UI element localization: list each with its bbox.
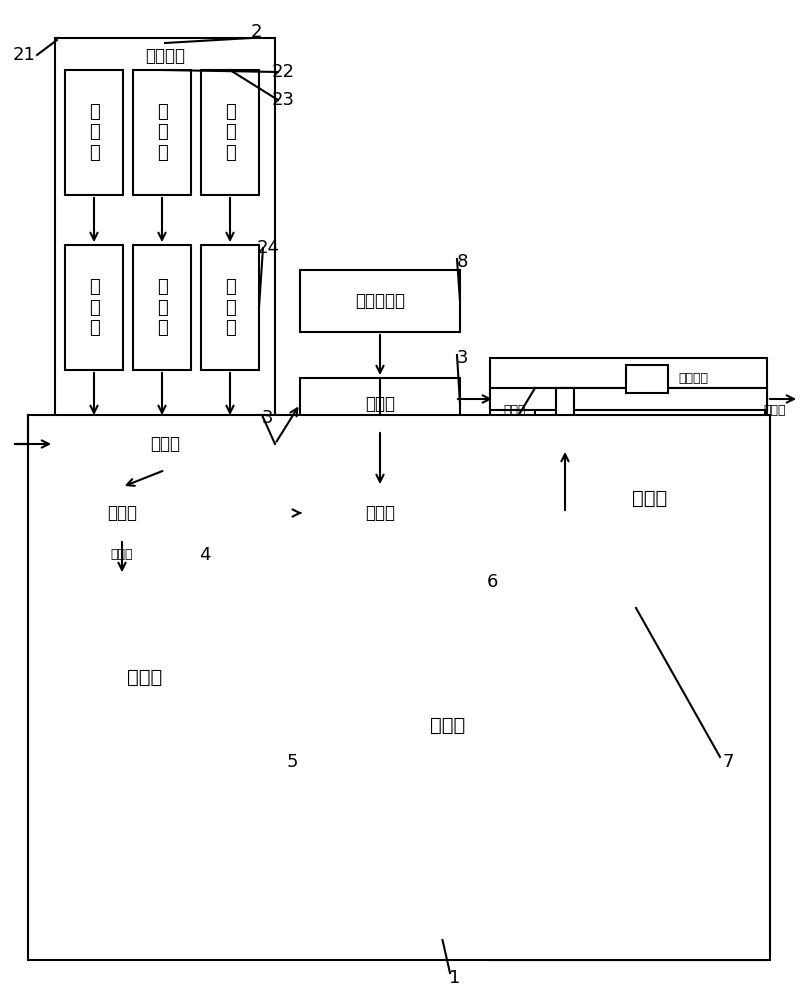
- Bar: [133, 245, 191, 370]
- Bar: [626, 365, 668, 393]
- Text: 1: 1: [449, 969, 460, 987]
- Bar: [556, 388, 574, 450]
- Text: 6: 6: [486, 573, 498, 591]
- Text: 24: 24: [257, 239, 280, 257]
- Bar: [133, 70, 191, 195]
- Text: 进气口: 进气口: [504, 403, 526, 416]
- Bar: [63, 487, 181, 539]
- Text: 燃料进口: 燃料进口: [678, 371, 708, 384]
- Text: 比例阀: 比例阀: [150, 435, 180, 453]
- Bar: [355, 650, 540, 800]
- Bar: [28, 415, 770, 960]
- Text: 燃烧室: 燃烧室: [632, 488, 667, 508]
- Text: 控
制
阀: 控 制 阀: [225, 278, 235, 337]
- Text: 23: 23: [272, 91, 294, 109]
- Text: 除
碳
剂: 除 碳 剂: [89, 103, 99, 162]
- Bar: [35, 575, 255, 780]
- Text: 控
制
阀: 控 制 阀: [156, 278, 168, 337]
- Bar: [535, 388, 765, 608]
- Bar: [490, 388, 767, 410]
- Text: 空气压缩机: 空气压缩机: [355, 292, 405, 310]
- Bar: [300, 378, 460, 430]
- Text: 21: 21: [12, 46, 35, 64]
- Bar: [201, 245, 259, 370]
- Bar: [300, 487, 460, 539]
- Text: 助
燃
剂: 助 燃 剂: [156, 103, 168, 162]
- Bar: [628, 636, 644, 766]
- Text: 排雾口: 排雾口: [111, 548, 133, 562]
- Bar: [65, 245, 123, 370]
- Text: 控
制
阀: 控 制 阀: [89, 278, 99, 337]
- Bar: [201, 70, 259, 195]
- Text: 比例阀: 比例阀: [365, 395, 395, 413]
- Bar: [300, 270, 460, 332]
- Text: 雾化器: 雾化器: [107, 504, 137, 522]
- Text: 22: 22: [272, 63, 294, 81]
- Text: 3: 3: [261, 409, 273, 427]
- Text: 保
护
剂: 保 护 剂: [225, 103, 235, 162]
- Bar: [535, 608, 765, 636]
- Bar: [55, 38, 275, 418]
- Bar: [65, 70, 123, 195]
- Text: 添加剂箱: 添加剂箱: [145, 47, 185, 65]
- Text: 单向阀: 单向阀: [365, 504, 395, 522]
- Text: 4: 4: [199, 546, 211, 564]
- Bar: [55, 418, 275, 470]
- Text: 排气口: 排气口: [764, 403, 786, 416]
- Text: 8: 8: [456, 253, 468, 271]
- Text: 2: 2: [250, 23, 261, 41]
- Text: 控制器: 控制器: [430, 716, 465, 734]
- Text: 3: 3: [456, 349, 468, 367]
- Text: 5: 5: [286, 753, 298, 771]
- Bar: [490, 358, 767, 960]
- Text: 7: 7: [723, 753, 734, 771]
- Text: 雾化室: 雾化室: [128, 668, 163, 687]
